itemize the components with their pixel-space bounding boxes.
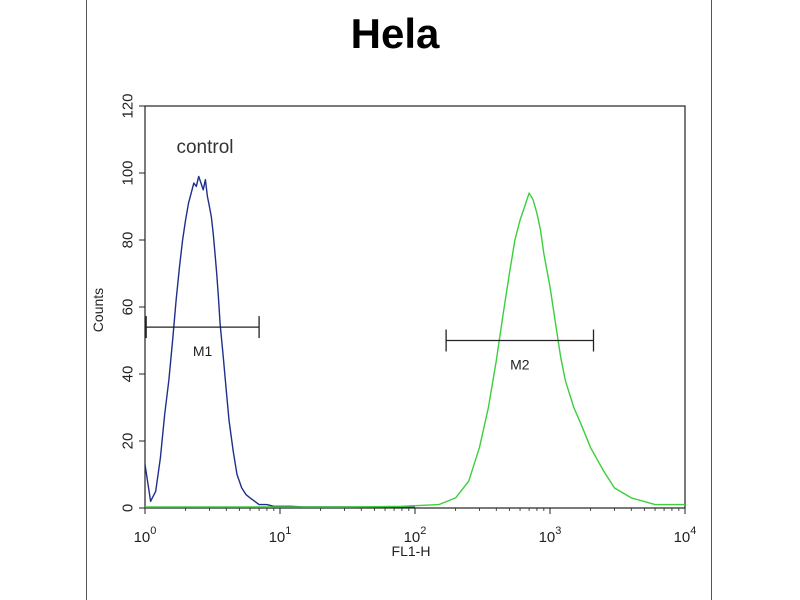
x-axis-label: FL1-H: [392, 543, 431, 559]
x-tick-label: 101: [269, 525, 292, 546]
chart-frame: [86, 0, 712, 600]
marker-label: M1: [193, 343, 213, 359]
y-tick-label: 60: [120, 299, 137, 316]
x-tick-label: 100: [134, 525, 157, 546]
x-tick-label: 103: [539, 525, 562, 546]
x-tick-label: 102: [404, 525, 427, 546]
control-histogram-line: [144, 175, 415, 508]
plot-area: [144, 105, 686, 509]
sample-histogram-line: [145, 192, 685, 508]
y-axis-label: Counts: [90, 288, 106, 332]
marker-label: M2: [510, 357, 530, 373]
control-annotation: control: [176, 137, 233, 158]
y-tick-label: 20: [120, 433, 137, 450]
y-tick-label: 100: [120, 160, 137, 185]
x-tick-label: 104: [674, 525, 697, 546]
y-tick-label: 80: [120, 232, 137, 249]
y-tick-label: 40: [120, 366, 137, 383]
chart-title: Hela: [351, 10, 440, 57]
y-tick-label: 0: [120, 504, 137, 512]
y-tick-label: 120: [120, 93, 137, 118]
